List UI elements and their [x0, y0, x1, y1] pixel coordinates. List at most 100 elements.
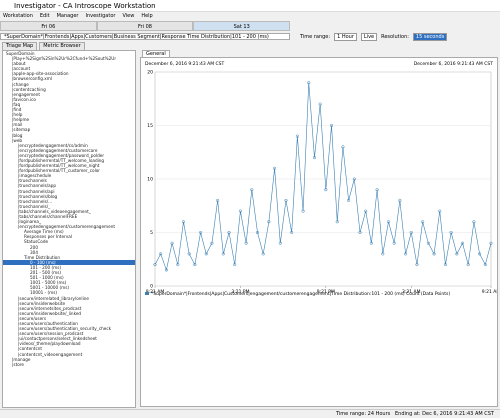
tree-item[interactable]: 101 - 200 (ms) [30, 264, 62, 270]
tree-item[interactable]: |tabs/channels_videoengagement_ [18, 208, 91, 214]
tree-item[interactable]: 304 [30, 249, 38, 255]
tree-item[interactable]: |secure/users/authentication [18, 320, 78, 326]
tree-item[interactable]: |favicon.ico [12, 96, 36, 102]
data-point [460, 241, 465, 245]
tree-item[interactable]: |contentcnt [18, 346, 43, 352]
data-point [193, 263, 197, 267]
menu-bar: Workstation Edit Manager Investigator View He… [0, 12, 500, 20]
tree-item[interactable]: |truechannels/_ [18, 203, 51, 209]
tree-item[interactable]: |secure/internetsites_prodcast [18, 305, 82, 311]
tree-item[interactable]: |secure/users/authentication_security_ch… [18, 326, 112, 332]
tree-item[interactable]: |account [12, 66, 31, 72]
tree-item[interactable]: |contentcnt_videoengagement [18, 351, 83, 357]
tree-item[interactable]: 5001 - 10000 (ms) [30, 285, 70, 291]
tree-item[interactable]: |secure/users [18, 315, 47, 321]
menu-item[interactable]: View [122, 13, 135, 19]
tree-item[interactable]: |web [12, 137, 23, 143]
tree-item[interactable]: |tabs/channels/channelFREE [18, 214, 78, 219]
tree-item[interactable]: |secure/insiderwebsite [18, 300, 66, 306]
data-point [187, 252, 191, 256]
menu-item[interactable]: Edit [39, 13, 50, 19]
tree-item[interactable]: StatusCode [24, 239, 49, 245]
tree-item[interactable]: 501 - 1000 (ms) [30, 275, 64, 281]
live-button[interactable]: Live [360, 32, 378, 41]
tree-item[interactable]: |truechannels/blog [18, 193, 58, 199]
data-point [238, 209, 242, 213]
menu-item[interactable]: Investigator [85, 13, 116, 19]
tree-item[interactable]: |secure/interrelated_library/online [18, 295, 89, 301]
tree-item[interactable]: |apple-app-site-association [12, 71, 69, 77]
resolution-select[interactable]: 15 seconds [412, 32, 448, 41]
data-point [369, 241, 373, 245]
tree-item[interactable]: |secure/users/session_prodcast [18, 331, 84, 337]
tree-item[interactable]: |encryptedengagement/customercare [18, 147, 98, 153]
chart-panel: December 6, 2016 9:21:43 AM CST December … [140, 57, 500, 407]
data-point [273, 166, 277, 170]
tree-item[interactable]: |helpme [12, 117, 30, 123]
tree-item[interactable]: |fordpublisherrental/TT_welcome_night [18, 163, 100, 169]
tree-item[interactable]: |encryptedengagement/cs/admin [18, 142, 88, 148]
tree-item[interactable]: |encryptedengagement/password_polder [18, 152, 105, 158]
tree-item[interactable]: |help [12, 112, 23, 118]
tree-item[interactable]: |imageschedule [18, 173, 52, 179]
data-point [386, 220, 391, 224]
tree-item[interactable]: SuperDomain [6, 51, 35, 56]
data-point [227, 230, 231, 235]
time-range-select[interactable]: 1 Hour [334, 32, 357, 41]
tree-item[interactable]: |Play+%2Sign%2Sin%2Ur%2Cfund+%2Sout%2Ur [12, 56, 117, 62]
data-point [216, 198, 220, 202]
data-point [255, 230, 260, 235]
tree-item[interactable]: 200 [30, 244, 38, 250]
tree-item[interactable]: |browserconfig.xml [12, 76, 52, 82]
tree-item[interactable]: |encryptedengagement/customerengagement [18, 224, 115, 230]
timeline-tab[interactable]: Fri 08 [96, 21, 194, 31]
tree-item[interactable]: |contentcaching [12, 86, 46, 92]
tree-item[interactable]: |mail [12, 122, 23, 128]
tree-item[interactable]: 10001 - (ms) [30, 290, 58, 296]
tree-item[interactable]: |store [12, 361, 25, 367]
timeline-tab[interactable]: Fri 06 [0, 21, 97, 31]
y-tick-label: 5 [150, 230, 153, 236]
legend-text: *SuperDomain*|Frontends|Apps|Customers|e… [151, 291, 450, 297]
tree-item[interactable]: Average Time (ms) [24, 229, 64, 235]
data-point [375, 188, 379, 192]
menu-item[interactable]: Workstation [3, 13, 33, 19]
data-point [415, 263, 419, 267]
data-point [284, 198, 288, 202]
tree-item[interactable]: |find [12, 107, 22, 113]
data-point [443, 263, 447, 267]
tree-item[interactable]: |fordpublisherrental/TT_customer_color [18, 168, 101, 174]
tree-item[interactable]: |truechannels/api [18, 188, 55, 194]
timeline-tabs: Fri 06 Fri 08 Sat 13 [0, 21, 291, 31]
tree-item[interactable]: Time Distribution [24, 254, 61, 260]
tree-item[interactable]: |truechannels/... [18, 198, 53, 204]
timeline-tab[interactable]: Sat 13 [193, 21, 291, 31]
tree-item[interactable]: |about [12, 61, 26, 67]
data-point [352, 177, 356, 181]
tree-item[interactable]: |truechannels/app [18, 183, 57, 189]
tree-item[interactable]: |fordpublisherrental/TT_welcome_loading [18, 157, 105, 163]
tree-item[interactable]: 201 - 500 (ms) [30, 270, 62, 276]
y-tick-label: 15 [147, 123, 153, 129]
tree-item[interactable]: |sitemap [12, 127, 31, 133]
data-point [483, 263, 487, 267]
data-point [466, 263, 470, 267]
tree-item[interactable]: |loginarea_ [18, 219, 42, 225]
tree-item[interactable]: |videos/_theme/playdownload [18, 341, 81, 347]
menu-item[interactable]: Manager [56, 13, 79, 19]
tree-item[interactable]: |manage [12, 356, 31, 362]
tree-item[interactable]: 0 - 100 (ms) [3, 259, 135, 265]
tree-item[interactable]: |change [12, 81, 29, 87]
tree-item[interactable]: |secure/insiderwebsite/_linked [18, 310, 82, 316]
menu-item[interactable]: Help [141, 13, 153, 19]
tree-item[interactable]: |truechannels [18, 178, 47, 184]
tree-item[interactable]: 1001 - 5000 (ms) [30, 280, 67, 286]
data-line [154, 82, 492, 272]
tree-item[interactable]: |blog [12, 132, 23, 138]
tree-item[interactable]: Responses per Interval [24, 234, 72, 240]
tree-item[interactable]: |ui/contactpersons/select_linkedsheet [18, 336, 97, 342]
data-point [295, 134, 299, 138]
tree-item[interactable]: |engagement [12, 91, 41, 97]
tree-item[interactable]: |faq [12, 101, 21, 107]
y-tick-label: 10 [147, 177, 153, 183]
